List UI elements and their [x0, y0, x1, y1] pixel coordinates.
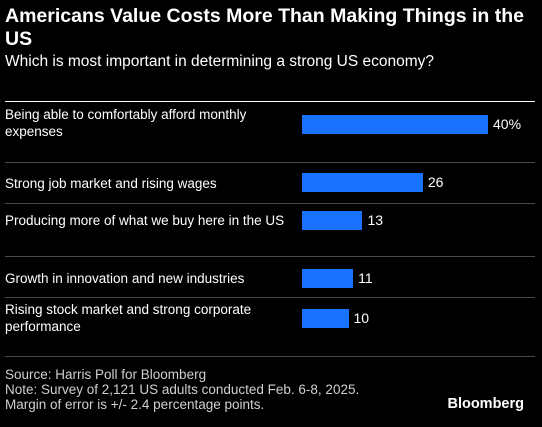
bar-row: Producing more of what we buy here in th… — [5, 200, 535, 240]
row-divider — [5, 162, 535, 163]
bar-row: Strong job market and rising wages — [5, 163, 535, 203]
row-divider — [5, 256, 535, 257]
bar — [302, 308, 349, 328]
bar-value-label: 13 — [367, 211, 384, 228]
bar — [302, 268, 354, 288]
bar-row: Being able to comfortably afford monthly… — [5, 103, 535, 143]
bar-value-label: 26 — [427, 173, 444, 190]
header-divider — [5, 101, 535, 102]
margin-note: Margin of error is +/- 2.4 percentage po… — [5, 397, 265, 412]
bar — [302, 172, 423, 192]
survey-note: Note: Survey of 2,121 US adults conducte… — [5, 382, 360, 397]
chart-subtitle: Which is most important in determining a… — [5, 53, 435, 70]
category-label: Growth in innovation and new industries — [5, 270, 245, 286]
category-label: Producing more of what we buy here in th… — [5, 212, 285, 228]
bar-row: Rising stock market and strong corporate… — [5, 298, 535, 338]
bar-value-label: 40% — [493, 115, 522, 132]
bar — [302, 114, 488, 134]
category-label: Rising stock market and strong corporate… — [5, 302, 252, 334]
bar-row: Growth in innovation and new industries — [5, 258, 535, 298]
bar — [302, 210, 363, 230]
row-divider — [5, 297, 535, 298]
row-divider — [5, 203, 535, 204]
bar-value-label: 11 — [358, 269, 373, 286]
chart-title: Americans Value Costs More Than Making T… — [5, 5, 525, 50]
source-note: Source: Harris Poll for Bloomberg — [5, 367, 207, 382]
bar-value-label: 10 — [353, 309, 370, 326]
chart-footer: Source: Harris Poll for Bloomberg Note: … — [5, 367, 359, 412]
category-label: Strong job market and rising wages — [5, 175, 217, 191]
category-label: Being able to comfortably afford monthly… — [5, 107, 247, 139]
bloomberg-logo: Bloomberg — [447, 396, 524, 412]
row-divider — [5, 356, 535, 357]
